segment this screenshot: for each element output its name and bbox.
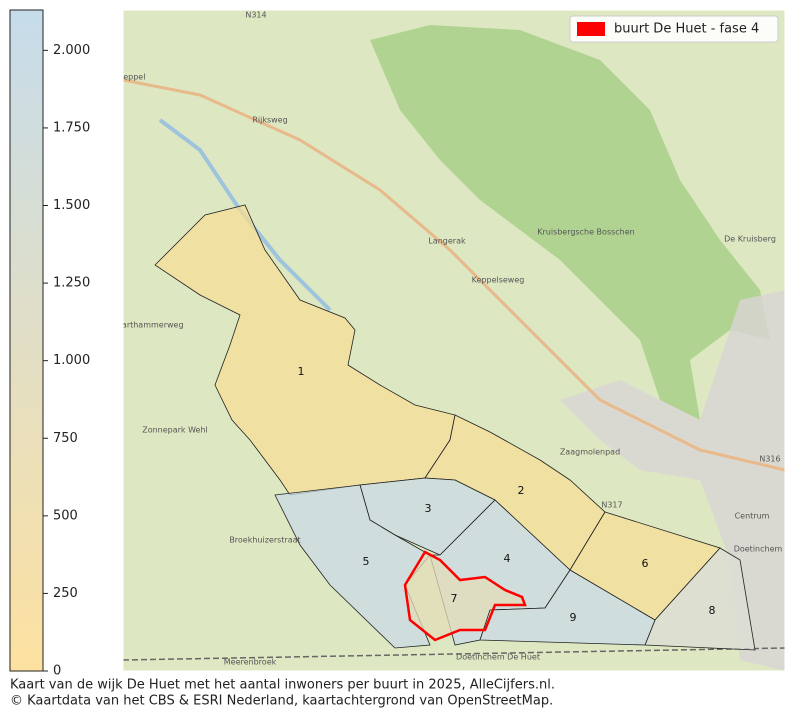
region-label: 3	[425, 502, 432, 515]
colorbar-tick-label: 1.500	[53, 198, 90, 213]
place-label: Centrum	[735, 512, 770, 521]
place-label: N314	[245, 11, 266, 20]
region	[644, 547, 756, 651]
colorbar-tick-label: 1.000	[53, 353, 90, 368]
highlight-outline	[403, 550, 527, 642]
colorbar-tick-label: 250	[53, 586, 78, 601]
colorbar-tick-label: 1.750	[53, 120, 90, 135]
place-label: Doetinchem	[734, 545, 783, 554]
region-label: 4	[504, 552, 511, 565]
colorbar-tick-label: 2.000	[53, 43, 90, 58]
legend: buurt De Huet - fase 4	[569, 15, 779, 43]
colorbar-tick-label: 500	[53, 508, 78, 523]
caption-line: © Kaartdata van het CBS & ESRI Nederland…	[10, 694, 553, 709]
place-label: Zaagmolenpad	[560, 448, 620, 457]
caption-line: Kaart van de wijk De Huet met het aantal…	[10, 678, 555, 693]
colorbar	[9, 9, 44, 672]
place-label: De Kruisberg	[724, 235, 776, 244]
region-label: 5	[363, 555, 370, 568]
legend-swatch	[577, 22, 605, 36]
railway	[123, 647, 785, 661]
place-label: aag-Keppel	[101, 73, 146, 82]
place-label: Meerenbroek	[224, 658, 277, 667]
region-label: 8	[709, 604, 716, 617]
place-label: N317	[601, 501, 622, 510]
map: 1 2 3 4 5 6 7 8 9 N314 aag-Keppel Rijksweg Langerak…	[101, 10, 785, 671]
place-label: Keppelseweg	[472, 276, 525, 285]
place-label: Broekhuizerstraat	[229, 536, 300, 545]
map-frame	[122, 9, 786, 672]
forest	[370, 25, 770, 420]
region-label: 7	[451, 592, 458, 605]
place-label: Doetinchem De Huet	[456, 653, 540, 662]
place-label: Zonnepark Wehl	[142, 426, 208, 435]
colorbar-tick-label: 750	[53, 431, 78, 446]
place-label: N316	[759, 455, 780, 464]
region-label: 1	[298, 365, 305, 378]
place-label: Barthammerweg	[116, 321, 183, 330]
colorbar-tick-label: 0	[53, 664, 61, 679]
place-label: Rijksweg	[252, 116, 287, 125]
place-label: Langerak	[428, 237, 466, 246]
region-label: 6	[642, 557, 649, 570]
road	[123, 78, 785, 472]
region-label: 2	[518, 484, 525, 497]
legend-box	[569, 15, 779, 43]
colorbar-tick-label: 1.250	[53, 276, 90, 291]
town	[560, 290, 785, 671]
region	[479, 569, 656, 646]
region-label: 9	[570, 611, 577, 624]
legend-label: buurt De Huet - fase 4	[614, 22, 759, 37]
place-label: Kruisbergsche Bosschen	[537, 228, 635, 237]
